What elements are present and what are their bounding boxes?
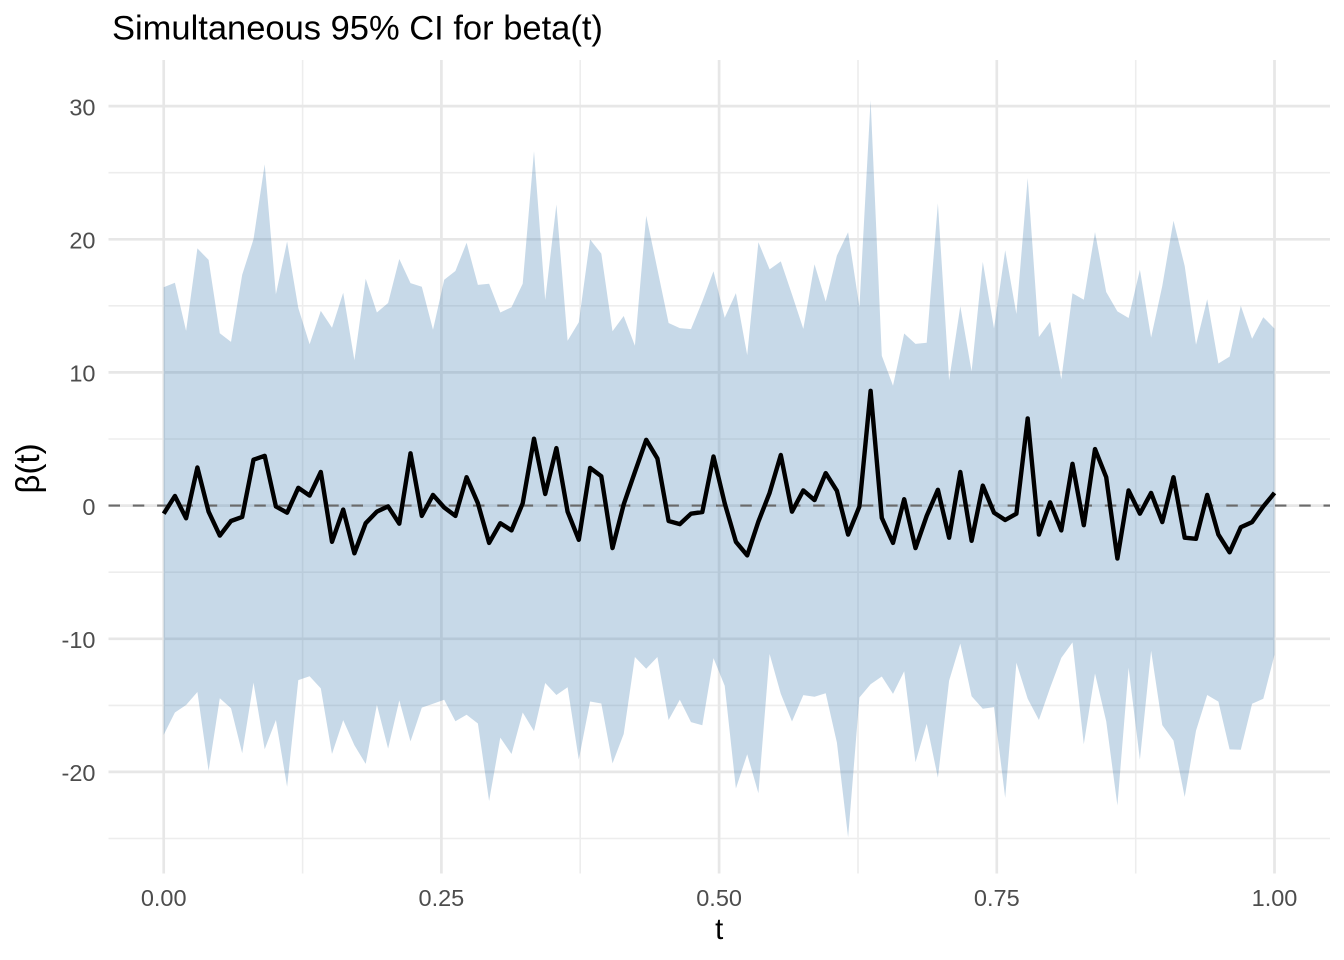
svg-text:1.00: 1.00 (1252, 885, 1298, 911)
svg-text:β(t): β(t) (9, 443, 46, 493)
svg-text:-20: -20 (62, 760, 96, 786)
svg-text:-10: -10 (62, 627, 96, 653)
svg-text:10: 10 (69, 361, 95, 387)
svg-text:20: 20 (69, 228, 95, 254)
svg-text:t: t (715, 913, 723, 946)
svg-text:Simultaneous 95% CI for beta(t: Simultaneous 95% CI for beta(t) (112, 10, 603, 48)
svg-text:30: 30 (69, 94, 95, 120)
svg-text:0.50: 0.50 (696, 885, 742, 911)
svg-text:0: 0 (82, 494, 95, 520)
svg-text:0.25: 0.25 (419, 885, 465, 911)
svg-text:0.75: 0.75 (974, 885, 1020, 911)
svg-text:0.00: 0.00 (141, 885, 187, 911)
